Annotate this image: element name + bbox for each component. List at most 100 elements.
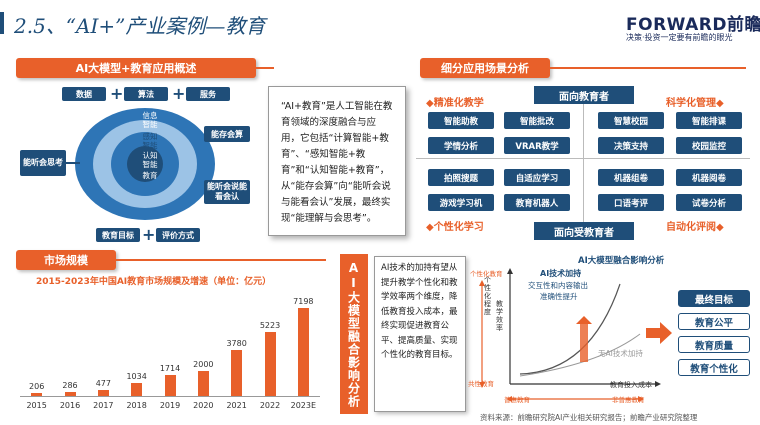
chart-data-label: 477	[95, 379, 111, 389]
chart-title: 2015-2023年中国AI教育市场规模及增速（单位：亿元）	[36, 277, 272, 287]
chart-bar	[97, 390, 109, 396]
label-ai: AI技术加持	[540, 269, 582, 278]
axis-learners: 面向受教育者	[534, 222, 634, 240]
intelligence-rings	[75, 108, 215, 220]
box-service: 服务	[186, 87, 230, 101]
chart-bar	[264, 331, 276, 396]
chart-bar	[131, 383, 143, 396]
chart-tick-label: 2023E	[290, 401, 317, 410]
corner-non-inclusive-edu: 非普惠教育	[612, 396, 645, 404]
tile-smart-assistant: 智能助教	[428, 112, 494, 129]
chart-tick-label: 2022	[259, 401, 281, 410]
tile-smart-grading: 智能批改	[504, 112, 570, 129]
corner-inclusive-edu: 普惠教育	[504, 396, 530, 404]
corner-scientific-management: 科学化管理◆	[666, 98, 724, 109]
box-listen-think: 能听会思考	[20, 150, 66, 176]
tile-vrar-teaching: VRAR教学	[504, 137, 570, 154]
tile-learning-analysis: 学情分析	[428, 137, 494, 154]
chart-data-label: 7198	[293, 296, 314, 306]
chart-data-label: 3780	[226, 338, 247, 348]
corner-personal-edu: 个性化教育	[470, 270, 503, 278]
axis-educators: 面向教育者	[534, 86, 634, 104]
chart-bar	[297, 307, 309, 396]
tile-decision-support: 决策支持	[598, 137, 664, 154]
overview-banner: AI大模型+教育应用概述	[16, 58, 256, 78]
plus-icon: +	[110, 84, 124, 103]
tile-auto-marking: 机器阅卷	[676, 169, 742, 186]
chart-bar	[164, 374, 176, 396]
graph-title: AI大模型融合影响分析	[578, 256, 665, 266]
chart-data-label: 206	[29, 382, 45, 392]
overview-banner-line	[256, 67, 274, 69]
y-axis-label: 个性化程度	[484, 276, 491, 316]
corner-personal-learning: ◆个性化学习	[426, 222, 484, 233]
ring-mid-label-2: 智能	[142, 141, 158, 150]
tile-campus-monitor: 校园监控	[676, 137, 742, 154]
box-store-compute: 能存会算	[204, 126, 250, 142]
chart-tick-label: 2021	[226, 401, 247, 410]
x-axis-label: 教育投入成本	[610, 381, 652, 389]
ring-inner-label-1: 认知	[142, 151, 158, 160]
chart-bar	[31, 393, 43, 396]
chart-data-label: 286	[62, 381, 78, 391]
plus-icon: +	[142, 225, 156, 244]
box-algorithm: 算法	[124, 87, 168, 101]
goal-quality: 教育质量	[678, 336, 750, 353]
chart-data-label: 1034	[126, 372, 147, 382]
ring-core-label: 教育	[142, 171, 158, 180]
chart-data-label: 2000	[193, 360, 214, 370]
tile-adaptive-learning: 自适应学习	[504, 169, 570, 186]
plus-icon: +	[172, 84, 186, 103]
label-ai-sub1: 交互性和内容输出	[528, 281, 588, 290]
impact-graph-svg	[479, 268, 661, 402]
tile-photo-search: 拍照搜题	[428, 169, 494, 186]
market-banner: 市场规模	[16, 250, 116, 270]
corner-auto-review: 自动化评阅◆	[666, 222, 724, 233]
chart-bar	[231, 349, 243, 396]
chart-tick-label: 2017	[93, 401, 114, 410]
impact-text-box: AI技术的加持有望从提升教学个性化和教学效率两个维度，降低教育投入成本，最终实现…	[374, 256, 466, 412]
tile-edu-robot: 教育机器人	[504, 194, 570, 211]
scenarios-banner-line	[550, 67, 746, 69]
market-banner-line	[116, 259, 326, 261]
connector-line	[66, 162, 80, 164]
corner-common-edu: 共性教育	[468, 380, 494, 388]
page-title: 2.5、“AI+”产业案例—教育	[14, 14, 266, 38]
right-arrow-icon	[646, 322, 672, 344]
goal-header: 最终目标	[678, 290, 750, 307]
goal-equity: 教育公平	[678, 313, 750, 330]
logo-tagline: 决策·投资一定要有前瞻的眼光	[626, 33, 733, 42]
chart-tick-label: 2018	[126, 401, 147, 410]
chart-bar	[64, 392, 76, 396]
chart-data-label: 5223	[259, 320, 281, 330]
quote-box: “AI+教育”是人工智能在教育领域的深度融合与应用，它包括“计算智能+教育”、“…	[268, 86, 406, 236]
tile-smart-scheduling: 智能排课	[676, 112, 742, 129]
impact-side-title: AI大模型融合影响分析	[340, 254, 368, 414]
chart-data-label: 1714	[159, 363, 181, 373]
source-note: 资料来源：前瞻研究院AI产业相关研究报告；前瞻产业研究院整理	[480, 413, 698, 422]
title-accent-bar	[0, 12, 4, 34]
chart-x-axis	[20, 396, 320, 397]
box-evaluation: 评价方式	[156, 228, 200, 242]
ring-inner-label-2: 智能	[142, 160, 158, 169]
chart-bar	[197, 371, 209, 396]
market-bar-chart: 206 2015 286 2016 477 2017 1034 2018 1714 2019 200…	[20, 288, 320, 414]
ring-outer-label-2: 智能	[142, 120, 158, 129]
logo: FORWARD前瞻	[626, 15, 760, 35]
matrix-v-line	[583, 98, 584, 228]
label-no-ai: 无AI技术加持	[598, 349, 643, 358]
ring-outer-label-1: 信息	[142, 111, 158, 120]
scenarios-banner: 细分应用场景分析	[420, 58, 550, 78]
ring-mid-label-1: 感知	[142, 132, 158, 141]
goal-personalization: 教育个性化	[678, 359, 750, 376]
tile-paper-analysis: 试卷分析	[676, 194, 742, 211]
tile-smart-campus: 智慧校园	[598, 112, 664, 129]
box-edu-goal: 教育目标	[96, 228, 140, 242]
label-ai-sub2: 准确性提升	[540, 292, 578, 301]
chart-tick-label: 2019	[159, 401, 181, 410]
tile-oral-test: 口语考评	[598, 194, 664, 211]
box-speak-see: 能听会说能看会认	[204, 180, 250, 204]
tile-auto-paper: 机器组卷	[598, 169, 664, 186]
box-data: 数据	[62, 87, 106, 101]
tile-game-learner: 游戏学习机	[428, 194, 494, 211]
